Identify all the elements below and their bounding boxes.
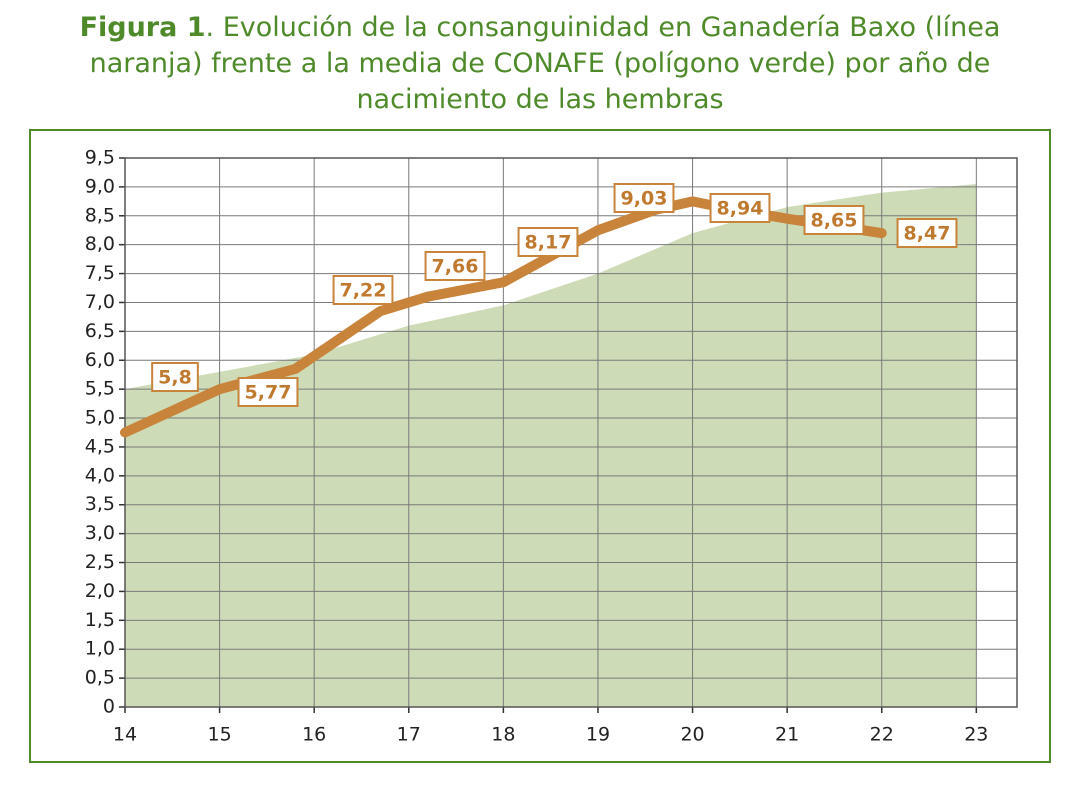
annotation: 9,03 [613, 183, 675, 213]
x-tick-label: 15 [207, 724, 231, 746]
chart-title: Figura 1. Evolución de la consanguinidad… [20, 10, 1060, 118]
annotation: 8,47 [896, 218, 958, 248]
y-tick-label: 6,5 [85, 320, 115, 342]
annotation-box [517, 227, 579, 257]
y-tick-label: 8,0 [85, 233, 115, 255]
y-tick-label: 1,0 [85, 638, 115, 660]
title-text: . Evolución de la consanguinidad en Gana… [89, 12, 1001, 115]
annotation-text: 9,03 [621, 188, 668, 210]
y-tick-label: 8,5 [85, 204, 115, 226]
annotation: 8,65 [803, 205, 865, 235]
annotation: 8,94 [709, 193, 771, 223]
annotation-box [896, 218, 958, 248]
x-tick-label: 21 [775, 724, 799, 746]
y-tick-label: 5,5 [85, 378, 115, 400]
x-tick-label: 17 [397, 724, 421, 746]
annotation-text: 7,66 [432, 256, 479, 278]
annotation-text: 8,65 [811, 210, 858, 232]
y-tick-label: 3,5 [85, 493, 115, 515]
annotation: 5,8 [151, 362, 199, 392]
y-tick-label: 4,5 [85, 435, 115, 457]
chart-frame [29, 129, 1051, 763]
y-tick-label: 6,0 [85, 349, 115, 371]
y-tick-label: 7,5 [85, 262, 115, 284]
area [125, 184, 977, 708]
x-tick-label: 14 [113, 724, 137, 746]
annotation: 7,66 [424, 251, 486, 281]
annotation-box [151, 362, 199, 392]
annotation-box [803, 205, 865, 235]
x-tick-label: 16 [302, 724, 326, 746]
y-tick-label: 9,0 [85, 175, 115, 197]
y-tick-label: 0 [103, 696, 115, 718]
annotation-text: 5,8 [158, 367, 192, 389]
annotation: 5,77 [237, 377, 299, 407]
x-tick-label: 19 [586, 724, 610, 746]
figure-label: Figura 1 [79, 12, 206, 43]
y-tick-label: 2,0 [85, 580, 115, 602]
annotation-text: 8,47 [904, 223, 951, 245]
y-tick-label: 4,0 [85, 464, 115, 486]
y-tick-label: 7,0 [85, 291, 115, 313]
annotation-text: 8,94 [717, 198, 764, 220]
annotation-box [613, 183, 675, 213]
annotation-box [237, 377, 299, 407]
annotation-box [709, 193, 771, 223]
annotation-text: 5,77 [245, 382, 292, 404]
x-tick-label: 20 [680, 724, 704, 746]
y-tick-label: 0,5 [85, 667, 115, 689]
y-tick-label: 2,5 [85, 551, 115, 573]
annotation-box [332, 275, 394, 305]
y-tick-label: 1,5 [85, 609, 115, 631]
annotation: 8,17 [517, 227, 579, 257]
annotation-text: 8,17 [525, 232, 572, 254]
annotation-box [424, 251, 486, 281]
x-tick-label: 18 [491, 724, 515, 746]
x-tick-label: 22 [870, 724, 894, 746]
y-tick-label: 5,0 [85, 407, 115, 429]
annotation: 7,22 [332, 275, 394, 305]
x-tick-label: 23 [964, 724, 988, 746]
y-tick-label: 3,0 [85, 522, 115, 544]
y-tick-label: 9,5 [85, 147, 115, 169]
annotation-text: 7,22 [340, 280, 387, 302]
